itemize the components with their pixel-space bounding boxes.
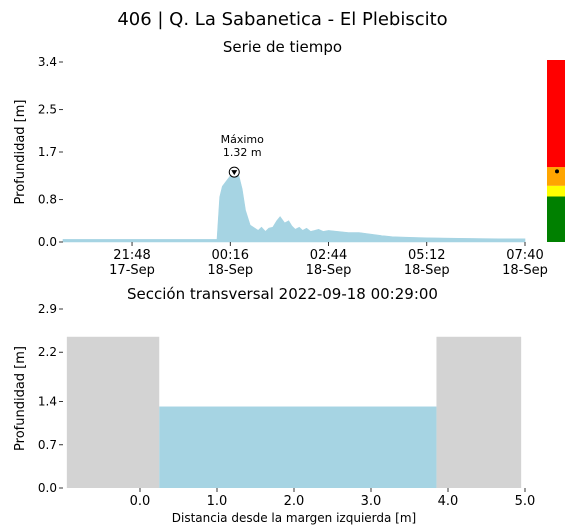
right-bank	[436, 336, 522, 488]
cross-section-title: Sección transversal 2022-09-18 00:29:00	[127, 285, 438, 303]
x-axis-label: Distancia desde la margen izquierda [m]	[172, 511, 416, 525]
y-tick-label: 2.9	[38, 302, 57, 316]
x-tick-label-time: 05:12	[408, 248, 445, 263]
x-tick-label-time: 07:40	[506, 248, 543, 263]
max-annotation-label: Máximo	[221, 133, 265, 146]
alert-level-band	[547, 185, 565, 197]
page-title: 406 | Q. La Sabanetica - El Plebiscito	[117, 9, 448, 30]
depth-series-area	[62, 171, 526, 243]
alert-level-marker	[555, 169, 559, 174]
x-tick-label: 5.0	[515, 494, 536, 509]
left-bank	[66, 336, 160, 488]
y-tick-label: 2.2	[38, 345, 57, 359]
x-tick-label-time: 21:48	[113, 248, 150, 263]
timeseries-title: Serie de tiempo	[222, 38, 343, 56]
y-tick-label: 1.4	[38, 395, 57, 409]
x-tick-label: 3.0	[361, 494, 382, 509]
x-tick-label-time: 00:16	[212, 248, 249, 263]
x-tick-label: 2.0	[284, 494, 305, 509]
max-annotation-value: 1.32 m	[223, 146, 262, 159]
water-body	[159, 406, 437, 488]
x-tick-label: 1.0	[207, 494, 228, 509]
alert-level-band	[547, 196, 565, 242]
y-tick-label: 0.8	[38, 193, 57, 207]
y-tick-label: 2.5	[38, 103, 57, 117]
x-tick-label-date: 17-Sep	[109, 263, 155, 278]
max-marker-arrow	[231, 170, 238, 176]
y-tick-label: 0.7	[38, 438, 57, 452]
alert-level-band	[547, 167, 565, 186]
y-tick-label: 3.4	[38, 55, 57, 69]
y-tick-label: 0.0	[38, 481, 57, 495]
x-tick-label-date: 18-Sep	[207, 263, 253, 278]
alert-level-band	[547, 60, 565, 168]
x-tick-label-date: 18-Sep	[404, 263, 450, 278]
y-tick-label: 1.7	[38, 145, 57, 159]
x-tick-label: 4.0	[438, 494, 459, 509]
x-tick-label-time: 02:44	[310, 248, 347, 263]
y-tick-label: 0.0	[38, 235, 57, 249]
y-axis-label: Profundidad [m]	[13, 346, 28, 451]
x-tick-label-date: 18-Sep	[502, 263, 548, 278]
x-tick-label: 0.0	[130, 494, 151, 509]
y-axis-label: Profundidad [m]	[13, 100, 28, 205]
x-tick-label-date: 18-Sep	[306, 263, 352, 278]
